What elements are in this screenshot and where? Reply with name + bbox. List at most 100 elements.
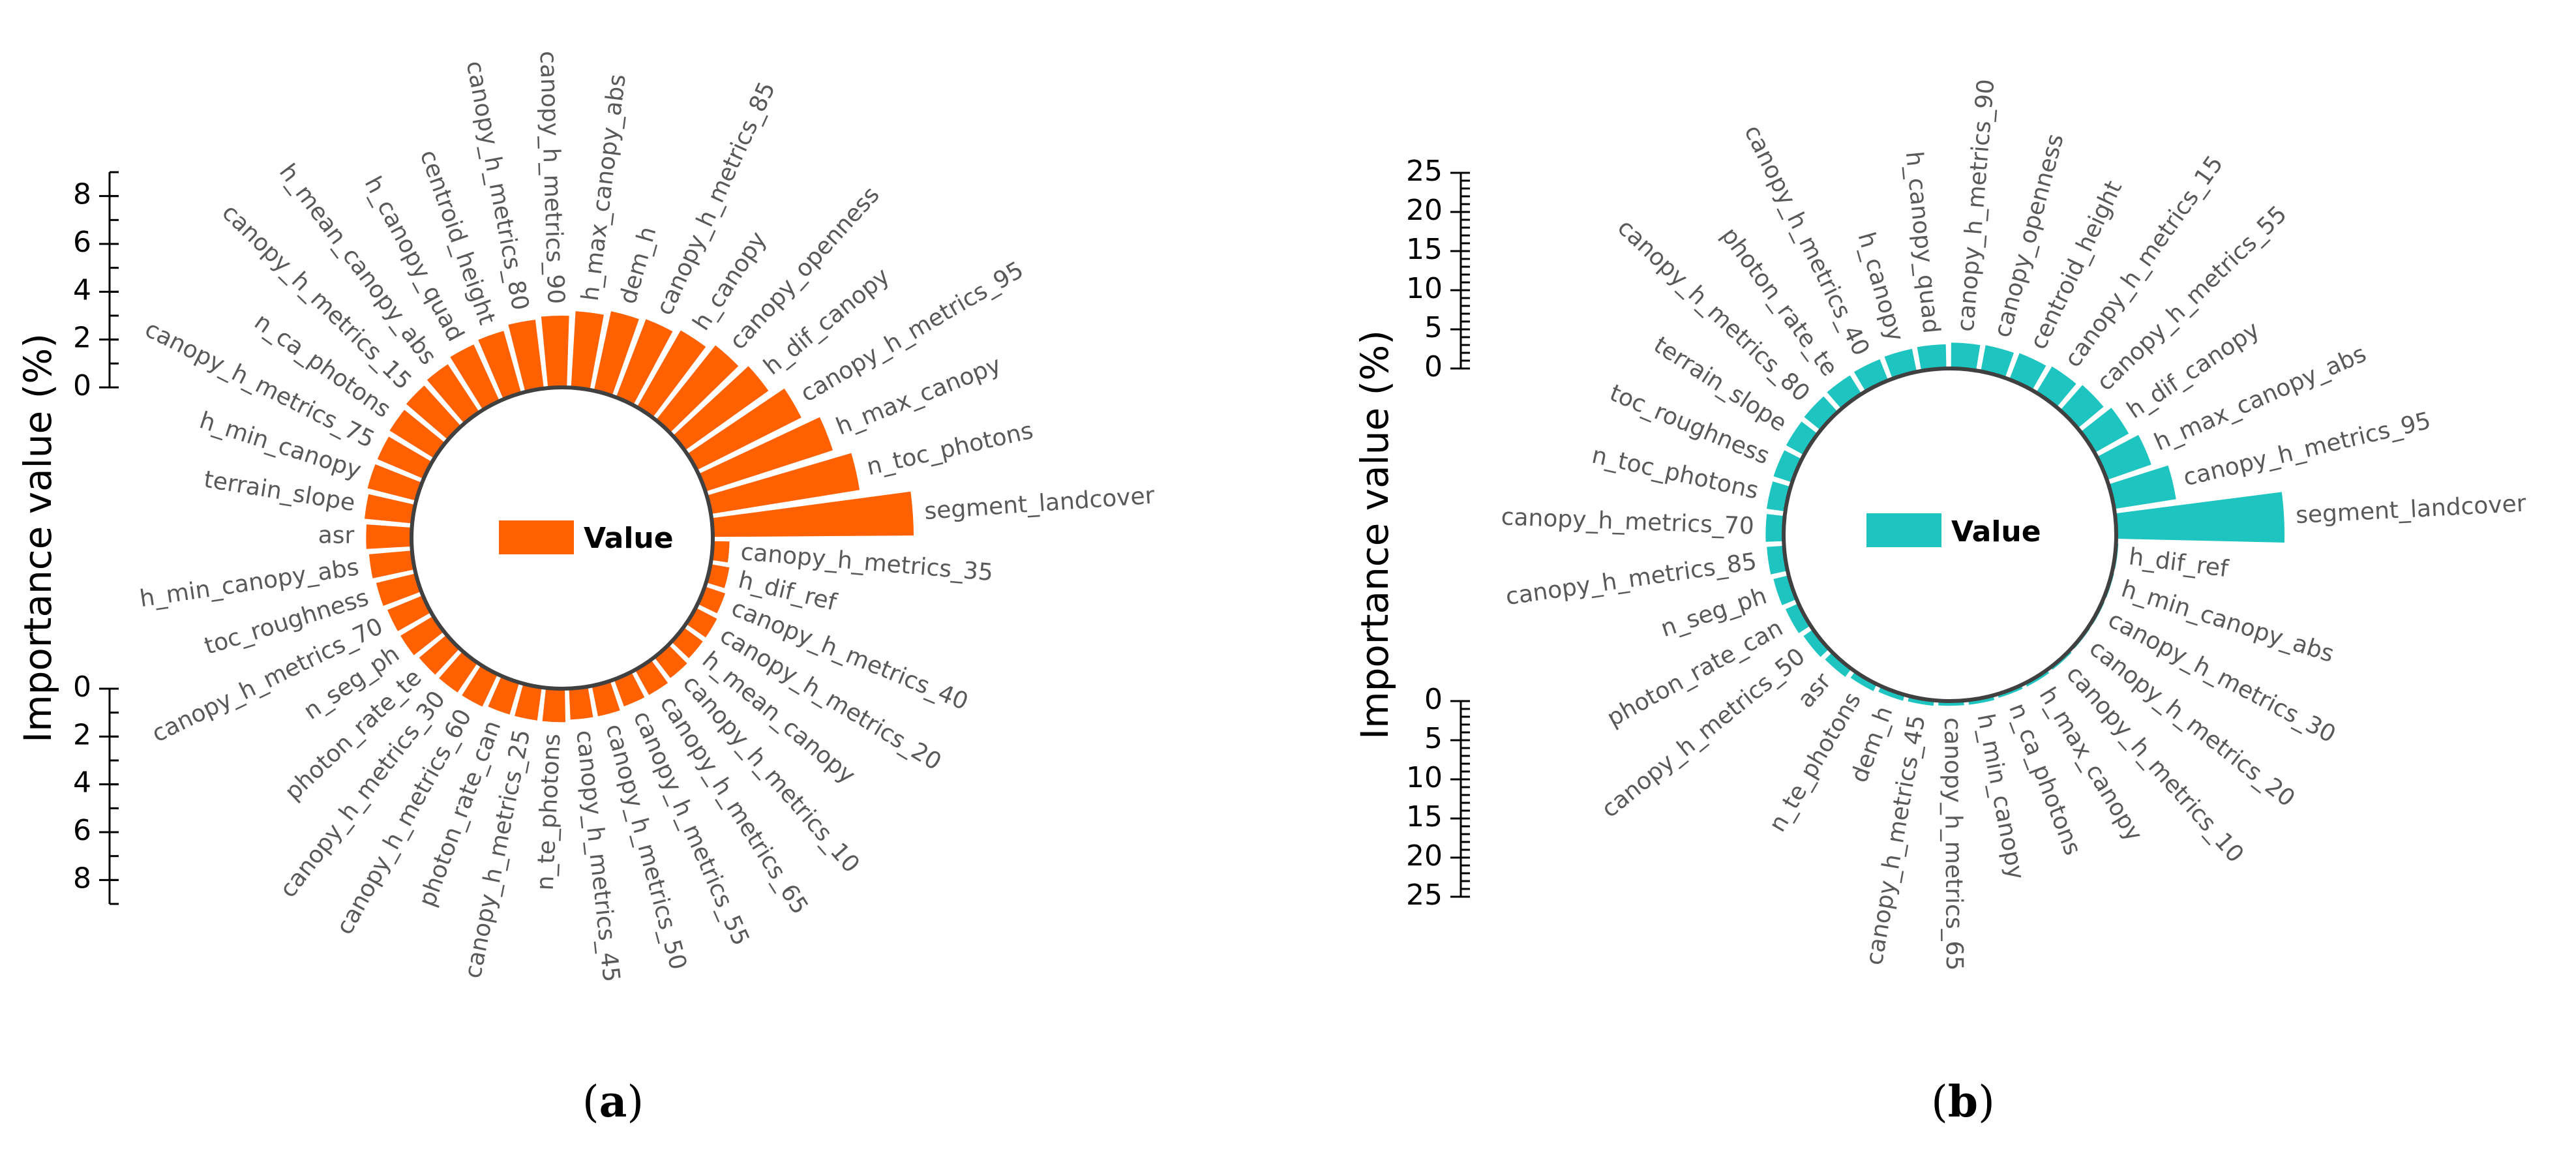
- bar-photon-rate-can: [1786, 603, 1811, 633]
- panel-a-upper-tick-label: 6: [73, 226, 91, 259]
- panel-b-chart: segment_landcoverh_dif_refh_min_canopy_a…: [1353, 78, 2527, 1127]
- bar-h-dif-ref: [706, 564, 730, 588]
- bar-canopy-h-metrics-60: [462, 665, 498, 707]
- bar-canopy-h-metrics-80: [1804, 396, 1838, 430]
- bar-h-canopy: [1884, 348, 1917, 379]
- bar-canopy-h-metrics-80: [508, 320, 544, 392]
- panel-a-legend-swatch: [499, 520, 574, 554]
- bar-n-te-photons: [542, 687, 565, 723]
- bar-h-dif-canopy: [2080, 408, 2129, 453]
- bar-segment-landcover: [711, 491, 914, 537]
- bar-photon-rate-te: [1827, 375, 1862, 409]
- bar-h-mean-canopy-abs: [427, 364, 480, 424]
- panel-a-lower-tick-label: 6: [73, 814, 91, 847]
- panel-a-lower-tick-label: 4: [73, 766, 91, 800]
- bar-canopy-h-metrics-90: [541, 316, 569, 388]
- bar-h-canopy-quad: [450, 344, 500, 410]
- bar-canopy-h-metrics-10: [654, 644, 687, 678]
- panel-b-lower-tick-label: 10: [1406, 761, 1443, 794]
- bar-canopy-h-metrics-25: [515, 683, 542, 721]
- bar-canopy-h-metrics-85: [1767, 545, 1788, 575]
- bar-label-canopy-h-metrics-90: canopy_h_metrics_90: [1953, 78, 2000, 333]
- panel-a-inner-circle: [410, 385, 715, 691]
- bar-label-asr: asr: [1793, 668, 1836, 713]
- bar-label-canopy-h-metrics-65: canopy_h_metrics_65: [1939, 717, 1968, 970]
- panel-b-lower-tick-label: 15: [1406, 800, 1443, 833]
- bar-toc-roughness: [376, 573, 421, 606]
- bar-h-max-canopy-abs: [571, 311, 604, 390]
- panel-b-y-axis-title: Importance value (%): [1353, 330, 1397, 740]
- bar-h-min-canopy-abs: [369, 550, 415, 578]
- bar-n-toc-photons: [706, 453, 860, 515]
- bar-canopy-h-metrics-35: [711, 541, 730, 563]
- bar-segment-landcover: [2114, 492, 2285, 543]
- panel-b-lower-tick-label: 20: [1406, 839, 1443, 873]
- bar-canopy-h-metrics-90: [1951, 342, 1981, 371]
- panel-a-chart: segment_landcovercanopy_h_metrics_35h_di…: [16, 51, 1156, 1127]
- bar-h-min-canopy: [367, 464, 423, 501]
- bar-canopy-h-metrics-55: [2060, 385, 2104, 428]
- panel-a-legend-label: Value: [584, 522, 674, 555]
- bar-label-asr: asr: [318, 522, 355, 548]
- bar-canopy-h-metrics-85: [616, 319, 673, 406]
- bar-h-canopy-quad: [1917, 344, 1947, 371]
- bar-label-h-dif-ref: h_dif_ref: [2127, 543, 2230, 582]
- panel-b-lower-tick-label: 0: [1424, 683, 1443, 716]
- panel-a-upper-tick-label: 0: [73, 369, 91, 402]
- panel-a-lower-tick-label: 0: [73, 670, 91, 704]
- bar-canopy-h-metrics-95: [2108, 465, 2176, 509]
- bar-h-max-canopy-abs: [2097, 434, 2151, 480]
- bar-terrain-slope: [365, 494, 415, 524]
- panel-a-upper-tick-label: 4: [73, 273, 91, 307]
- bar-label-h-canopy-quad: h_canopy_quad: [1900, 150, 1945, 335]
- bar-canopy-h-metrics-75: [377, 436, 432, 479]
- bar-canopy-h-metrics-30: [439, 651, 478, 693]
- bar-h-canopy: [637, 330, 706, 418]
- bar-centroid-height: [2009, 353, 2046, 391]
- bar-n-ca-photons: [389, 410, 445, 458]
- bar-canopy-h-metrics-65: [635, 659, 668, 695]
- bar-canopy-h-metrics-50: [592, 681, 620, 717]
- bar-photon-rate-te: [419, 635, 460, 675]
- panel-b-letter: b: [1948, 1076, 1978, 1127]
- panel-b-upper-tick-label: 10: [1406, 272, 1443, 305]
- bar-canopy-h-metrics-70: [387, 595, 431, 631]
- panel-b-upper-tick-label: 0: [1424, 350, 1443, 383]
- bar-terrain-slope: [1786, 421, 1818, 455]
- panel-b-legend-swatch: [1866, 513, 1941, 547]
- bar-centroid-height: [478, 331, 522, 400]
- bar-n-te-photons: [1850, 671, 1877, 691]
- bar-label-n-toc-photons: n_toc_photons: [864, 417, 1036, 481]
- panel-b-upper-tick-label: 15: [1406, 233, 1443, 266]
- panel-b-lower-tick-label: 25: [1406, 878, 1443, 912]
- bar-label-segment-landcover: segment_landcover: [923, 482, 1156, 525]
- panel-b-inner-circle: [1782, 367, 2118, 703]
- panel-b-label: (b): [1931, 1076, 1995, 1127]
- panel-a-label: (a): [582, 1076, 644, 1127]
- bar-asr: [366, 524, 412, 549]
- bar-n-seg-ph: [1773, 575, 1797, 605]
- bar-label-n-te-photons: n_te_photons: [532, 733, 566, 891]
- bar-asr: [1825, 652, 1851, 677]
- bar-h-max-canopy: [698, 417, 833, 492]
- bar-label-segment-landcover: segment_landcover: [2295, 490, 2527, 529]
- bar-n-seg-ph: [400, 616, 444, 655]
- bar-canopy-h-metrics-45: [569, 686, 593, 720]
- panel-b-legend-label: Value: [1951, 515, 2041, 548]
- bar-label-dem-h: dem_h: [614, 224, 661, 307]
- bar-h-dif-canopy: [672, 366, 769, 451]
- panel-a-letter: a: [599, 1076, 627, 1127]
- bar-canopy-h-metrics-70: [1765, 514, 1785, 542]
- panel-b-lower-tick-label: 5: [1424, 722, 1443, 755]
- panel-a-lower-tick-label: 8: [73, 862, 91, 895]
- bar-dem-h: [593, 311, 639, 396]
- panel-a-upper-tick-label: 8: [73, 178, 91, 211]
- panel-b-upper-tick-label: 20: [1406, 194, 1443, 227]
- bar-canopy-openness: [655, 345, 739, 433]
- panel-a-lower-tick-label: 2: [73, 718, 91, 751]
- panel-a-y-axis-title: Importance value (%): [16, 333, 60, 743]
- panel-a-upper-tick-label: 2: [73, 322, 91, 355]
- bar-canopy-h-metrics-50: [1803, 629, 1829, 657]
- bar-canopy-h-metrics-15: [406, 385, 462, 440]
